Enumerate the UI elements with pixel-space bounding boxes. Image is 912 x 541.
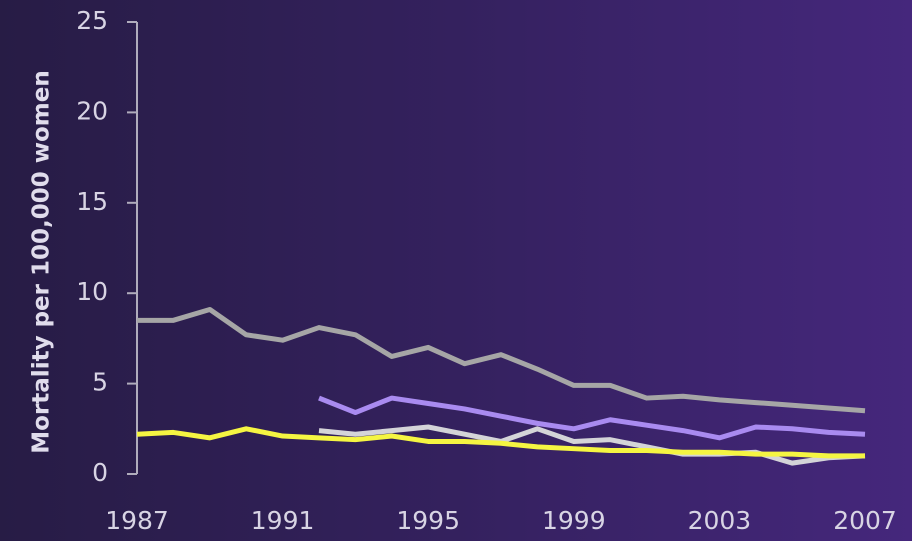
y-tick-label: 15 [76,187,108,216]
x-tick-label: 1987 [105,506,169,535]
x-tick-label: 1995 [396,506,460,535]
series-line [136,426,865,459]
x-tick-label: 2003 [688,506,752,535]
y-tick-label: 10 [76,277,108,306]
x-tick-label: 1991 [251,506,315,535]
series-line [318,424,866,466]
y-tick-label: 0 [92,458,108,487]
x-tick-label: 1999 [542,506,606,535]
y-tick-label: 5 [92,368,108,397]
y-tick-label: 20 [76,96,108,125]
y-tick-label: 25 [76,6,108,35]
series-line [318,395,866,441]
series-line [137,306,866,414]
x-tick-label: 2007 [833,506,897,535]
y-axis-label: Mortality per 100,000 women [29,70,55,453]
